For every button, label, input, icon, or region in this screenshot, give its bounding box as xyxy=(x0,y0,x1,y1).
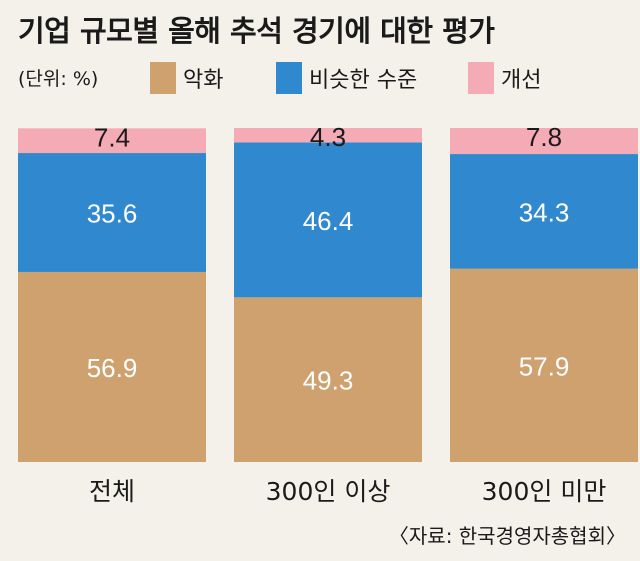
data-label-small-better: 7.8 xyxy=(526,122,562,152)
bar-segment-total-worse xyxy=(18,271,206,462)
bar-segment-small-similar xyxy=(450,154,638,269)
legend-swatch-similar xyxy=(276,62,302,94)
bar-segment-total-better xyxy=(18,128,206,154)
legend-item-better: 개선 xyxy=(468,60,541,96)
bar-segment-large-worse xyxy=(234,297,422,462)
data-label-small-similar: 34.3 xyxy=(519,197,570,227)
legend-item-worse: 악화 xyxy=(150,60,223,96)
bar-segment-large-similar xyxy=(234,142,422,298)
legend-item-similar: 비슷한 수준 xyxy=(276,60,417,96)
data-label-large-better: 4.3 xyxy=(310,122,346,152)
data-label-total-better: 7.4 xyxy=(94,122,130,152)
data-label-large-worse: 49.3 xyxy=(303,366,354,396)
legend-label-worse: 악화 xyxy=(183,68,224,93)
data-label-small-worse: 57.9 xyxy=(519,351,570,381)
data-label-total-worse: 56.9 xyxy=(87,353,138,383)
unit-label: (단위: %) xyxy=(18,68,99,90)
category-label-total: 전체 xyxy=(89,477,135,506)
source-note: 〈자료: 한국경영자총협회〉 xyxy=(388,524,626,548)
bar-segment-large-better xyxy=(234,128,422,143)
data-label-large-similar: 46.4 xyxy=(303,206,354,236)
chart-title: 기업 규모별 올해 추석 경기에 대한 평가 xyxy=(18,14,495,48)
bar-segment-small-worse xyxy=(450,268,638,462)
category-label-small: 300인 미만 xyxy=(482,477,607,506)
legend-swatch-better xyxy=(468,62,494,94)
bar-segment-small-better xyxy=(450,128,638,155)
legend-label-similar: 비슷한 수준 xyxy=(309,68,418,93)
category-label-large: 300인 이상 xyxy=(266,477,391,506)
legend-swatch-worse xyxy=(150,62,176,94)
data-label-total-similar: 35.6 xyxy=(87,199,138,229)
bar-segment-total-similar xyxy=(18,153,206,272)
legend-label-better: 개선 xyxy=(501,68,542,93)
